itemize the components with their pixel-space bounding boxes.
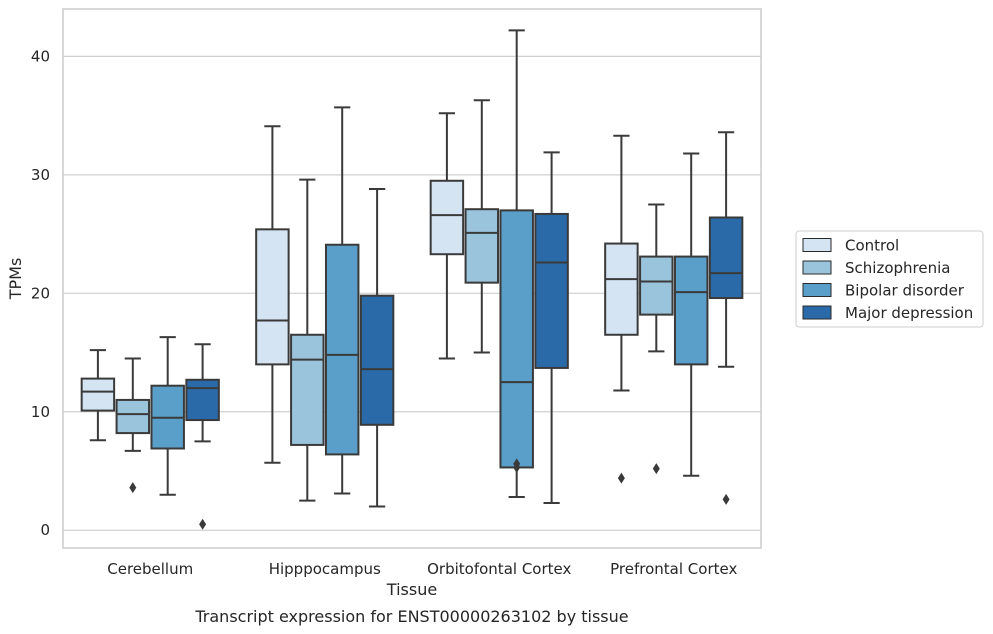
box-orbitofontal-cortex (429, 112, 465, 360)
legend-item: Major depression (802, 304, 973, 322)
box-hipppocampus (255, 125, 290, 464)
box-body (185, 378, 220, 422)
box-body (324, 243, 360, 456)
box-body (604, 242, 639, 336)
box-plot-series (80, 29, 744, 530)
x-tick-label: Hipppocampus (269, 560, 381, 578)
legend-label: Schizophrenia (845, 259, 950, 277)
outlier-point (513, 458, 521, 470)
box-body (639, 255, 674, 316)
box-body (708, 216, 744, 300)
y-axis-ticks: 0 10 20 30 40 (31, 47, 50, 539)
box-cerebellum (80, 349, 116, 442)
box-body (673, 255, 709, 366)
box-body (464, 208, 500, 284)
legend-swatch (802, 283, 832, 297)
box-body (429, 179, 465, 256)
legend-label: Bipolar disorder (845, 282, 965, 300)
box-body (499, 209, 534, 469)
chart-caption: Transcript expression for ENST0000026310… (194, 607, 628, 626)
y-tick-label: 30 (31, 166, 50, 184)
y-tick-label: 40 (31, 47, 50, 65)
legend: Control Schizophrenia Bipolar disorder Majo… (795, 230, 984, 328)
box-orbitofontal-cortex (499, 29, 534, 499)
series-schizophrenia (115, 99, 674, 502)
legend-swatch (802, 238, 832, 252)
y-tick-label: 10 (31, 403, 50, 421)
box-hipppocampus (359, 188, 395, 508)
legend-item: Bipolar disorder (802, 282, 965, 300)
box-prefrontal-cortex (708, 131, 744, 505)
box-prefrontal-cortex (673, 152, 709, 477)
y-axis-label: TPMs (6, 258, 25, 301)
outlier-point (129, 482, 137, 494)
box-hipppocampus (324, 106, 360, 495)
legend-frame (795, 230, 984, 328)
legend-item: Schizophrenia (802, 259, 950, 277)
x-axis-label: Tissue (386, 580, 437, 599)
box-orbitofontal-cortex (534, 151, 569, 504)
series-control (80, 112, 639, 484)
box-prefrontal-cortex (604, 134, 639, 484)
outlier-point (617, 472, 625, 484)
box-body (115, 398, 151, 435)
box-body (290, 333, 325, 446)
x-axis-ticks: Cerebellum Hipppocampus Orbitofontal Corte… (107, 560, 737, 578)
legend-items: Control Schizophrenia Bipolar disorder Majo… (802, 237, 973, 322)
box-prefrontal-cortex (639, 203, 674, 475)
x-tick-label: Orbitofontal Cortex (427, 560, 571, 578)
box-cerebellum (185, 343, 220, 530)
outlier-point (199, 518, 207, 530)
y-tick-label: 0 (40, 521, 50, 539)
legend-swatch (802, 260, 832, 275)
legend-label: Major depression (845, 304, 973, 322)
outlier-point (722, 493, 730, 505)
legend-swatch (802, 305, 832, 320)
series-bipolar-disorder (150, 29, 709, 499)
box-body (359, 294, 395, 426)
x-tick-label: Cerebellum (107, 560, 193, 578)
box-cerebellum (115, 357, 151, 494)
box-body (255, 228, 290, 366)
box-hipppocampus (290, 178, 325, 502)
box-body (534, 212, 569, 369)
legend-label: Control (845, 237, 899, 255)
box-cerebellum (150, 336, 185, 496)
box-orbitofontal-cortex (464, 99, 500, 354)
x-tick-label: Prefrontal Cortex (610, 560, 737, 578)
series-major-depression (185, 131, 744, 530)
box-body (80, 377, 116, 412)
outlier-point (652, 463, 660, 475)
plot-frame (62, 8, 762, 549)
legend-item: Control (802, 237, 899, 255)
y-tick-label: 20 (31, 284, 50, 302)
